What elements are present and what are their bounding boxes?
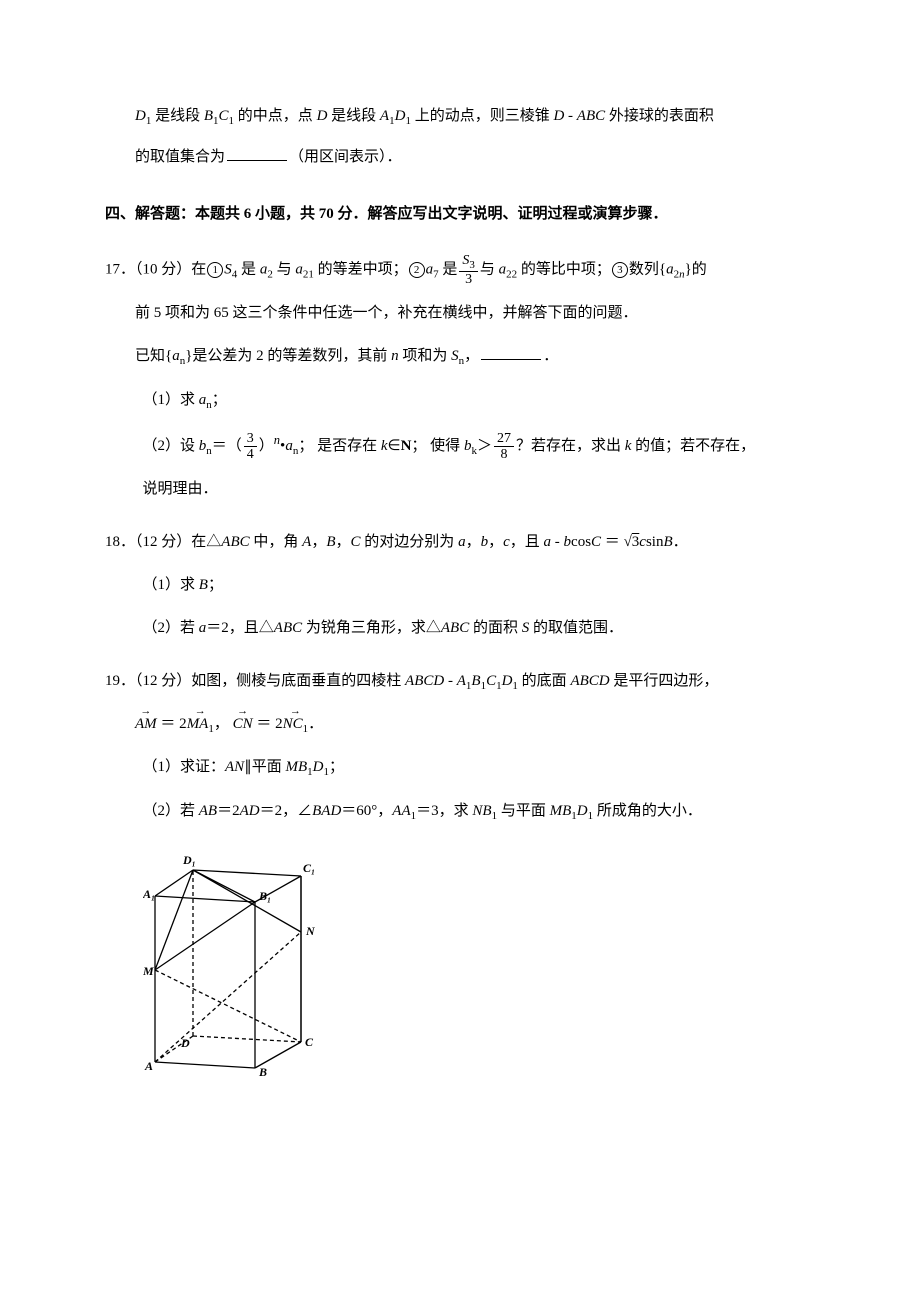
fraction: 34 — [244, 431, 257, 463]
problem-19-part2: （2）若 AB＝2AD＝2，∠BAD＝60°，AA1＝3，求 NB1 与平面 M… — [105, 795, 815, 828]
fraction: S33 — [459, 253, 478, 287]
vector-NC1: NC1 — [283, 708, 309, 741]
problem-18: 18．（12 分）在△ABC 中，角 A，B，C 的对边分别为 a，b，c，且 … — [105, 526, 815, 645]
svg-text:D: D — [180, 1036, 190, 1050]
text: （用区间表示）． — [289, 149, 402, 165]
vector-MA1: MA1 — [187, 708, 214, 741]
fragment-line2: 的取值集合为 （用区间表示）． — [105, 141, 815, 174]
text: 说明理由． — [143, 481, 218, 497]
answer-blank — [481, 345, 541, 360]
svg-text:M: M — [143, 964, 154, 978]
problem-17-part1: （1）求 an； — [105, 384, 815, 417]
problem-17: 17．（10 分）在1S4 是 a2 与 a21 的等差中项；2a7 是S33与… — [105, 253, 815, 506]
text: D1 是线段 B1C1 的中点，点 D 是线段 A1D1 上的动点，则三棱锥 D… — [135, 108, 714, 124]
problem-18-part1: （1）求 B； — [105, 569, 815, 602]
prism-diagram: A B C D A₁ B₁ C₁ D₁ M N — [143, 840, 318, 1078]
problem-19-figure: A B C D A₁ B₁ C₁ D₁ M N — [105, 840, 815, 1091]
svg-text:B: B — [258, 1065, 267, 1078]
problem-17-line1: 17．（10 分）在1S4 是 a2 与 a21 的等差中项；2a7 是S33与… — [105, 253, 815, 287]
svg-text:C₁: C₁ — [303, 861, 315, 875]
circled-2: 2 — [409, 262, 425, 278]
text: 的取值集合为 — [135, 149, 225, 165]
text: 在 — [191, 262, 206, 278]
points: （12 分） — [135, 673, 191, 689]
problem-18-part2: （2）若 a＝2，且△ABC 为锐角三角形，求△ABC 的面积 S 的取值范围． — [105, 612, 815, 645]
text: 前 5 项和为 65 这三个条件中任选一个，补充在横线中，并解答下面的问题． — [135, 305, 638, 321]
svg-text:C: C — [305, 1035, 314, 1049]
problem-19-part1: （1）求证：AN∥平面 MB1D1； — [105, 751, 815, 784]
problem-19-vecline: AM ＝ 2MA1， CN ＝ 2NC1． — [105, 708, 815, 741]
circled-3: 3 — [612, 262, 628, 278]
section-4-heading: 四、解答题：本题共 6 小题，共 70 分．解答应写出文字说明、证明过程或演算步… — [105, 198, 815, 231]
circled-1: 1 — [207, 262, 223, 278]
problem-18-line1: 18．（12 分）在△ABC 中，角 A，B，C 的对边分别为 a，b，c，且 … — [105, 526, 815, 559]
heading-text: 四、解答题：本题共 6 小题，共 70 分．解答应写出文字说明、证明过程或演算步… — [105, 206, 668, 222]
problem-17-given: 已知{an}是公差为 2 的等差数列，其前 n 项和为 Sn，． — [105, 340, 815, 373]
problem-19: 19．（12 分）如图，侧棱与底面垂直的四棱柱 ABCD - A1B1C1D1 … — [105, 665, 815, 1091]
fragment-line1: D1 是线段 B1C1 的中点，点 D 是线段 A1D1 上的动点，则三棱锥 D… — [105, 100, 815, 133]
svg-text:A₁: A₁ — [143, 887, 155, 901]
points: （12 分） — [135, 534, 191, 550]
vector-AM: AM — [135, 708, 157, 741]
text: ． — [543, 348, 558, 364]
svg-text:B₁: B₁ — [258, 889, 271, 903]
svg-text:A: A — [144, 1059, 153, 1073]
vector-CN: CN — [233, 708, 253, 741]
answer-blank — [227, 146, 287, 161]
svg-text:D₁: D₁ — [182, 853, 196, 867]
points: （10 分） — [135, 262, 191, 278]
problem-19-line1: 19．（12 分）如图，侧棱与底面垂直的四棱柱 ABCD - A1B1C1D1 … — [105, 665, 815, 698]
fraction: 278 — [494, 431, 514, 463]
problem-17-line2: 前 5 项和为 65 这三个条件中任选一个，补充在横线中，并解答下面的问题． — [105, 297, 815, 330]
problem-17-part2-cont: 说明理由． — [105, 473, 815, 506]
problem-17-part2: （2）设 bn＝（34）n•an； 是否存在 k∈N； 使得 bk＞278？若存… — [105, 427, 815, 463]
svg-text:N: N — [305, 924, 316, 938]
